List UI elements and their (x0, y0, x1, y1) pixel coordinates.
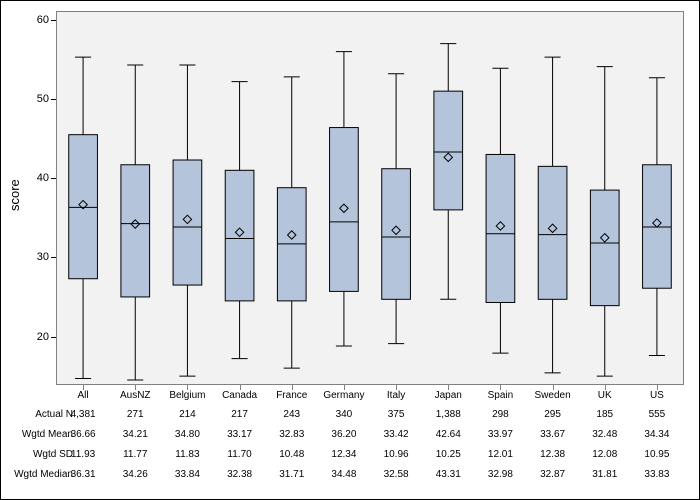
y-tick-mark (51, 20, 56, 21)
y-tick-label: 40 (19, 172, 49, 184)
boxplot-svg (57, 12, 683, 384)
stats-cell: 12.34 (331, 449, 356, 460)
stats-cell: 33.17 (227, 429, 252, 440)
stats-cell: 34.80 (175, 429, 200, 440)
stats-cell: 32.38 (227, 469, 252, 480)
stats-cell: 10.25 (436, 449, 461, 460)
x-tick-mark (500, 385, 501, 390)
stats-cell: 12.08 (592, 449, 617, 460)
x-tick-label: Germany (323, 390, 364, 401)
stats-cell: 42.64 (436, 429, 461, 440)
stats-cell: 243 (283, 409, 300, 420)
chart-area: score 2030405060 AllAusNZBelgiumCanadaFr… (1, 1, 699, 499)
x-tick-mark (292, 385, 293, 390)
x-tick-mark (553, 385, 554, 390)
stats-cell: 11.93 (71, 449, 95, 460)
stats-cell: 33.84 (175, 469, 200, 480)
stats-cell: 36.66 (71, 429, 96, 440)
stats-cell: 36.20 (331, 429, 356, 440)
y-tick-mark (51, 257, 56, 258)
stats-cell: 10.95 (644, 449, 669, 460)
x-tick-mark (605, 385, 606, 390)
stats-row-label: Wgtd Mean (1, 429, 73, 440)
stats-cell: 34.48 (331, 469, 356, 480)
stats-cell: 555 (649, 409, 666, 420)
y-tick-mark (51, 99, 56, 100)
y-tick-label: 20 (19, 331, 49, 343)
x-tick-label: Canada (222, 390, 257, 401)
y-tick-mark (51, 178, 56, 179)
stats-cell: 10.48 (279, 449, 304, 460)
stats-cell: 32.87 (540, 469, 565, 480)
stats-cell: 33.42 (384, 429, 409, 440)
x-tick-mark (344, 385, 345, 390)
stats-cell: 1,388 (436, 409, 461, 420)
stats-cell: 12.01 (488, 449, 513, 460)
x-tick-label: Belgium (169, 390, 205, 401)
x-tick-label: Italy (387, 390, 405, 401)
stats-cell: 33.83 (644, 469, 669, 480)
x-tick-mark (135, 385, 136, 390)
stats-cell: 375 (388, 409, 405, 420)
stats-cell: 298 (492, 409, 509, 420)
stats-cell: 34.21 (123, 429, 148, 440)
x-tick-label: Japan (435, 390, 462, 401)
stats-cell: 33.67 (540, 429, 565, 440)
stats-cell: 10.96 (384, 449, 409, 460)
stats-cell: 31.71 (279, 469, 304, 480)
x-tick-mark (83, 385, 84, 390)
stats-cell: 31.81 (592, 469, 617, 480)
stats-cell: 11.70 (227, 449, 251, 460)
stats-cell: 32.83 (279, 429, 304, 440)
stats-cell: 34.34 (644, 429, 669, 440)
x-tick-mark (448, 385, 449, 390)
x-tick-mark (240, 385, 241, 390)
stats-cell: 33.97 (488, 429, 513, 440)
stats-cell: 4,381 (71, 409, 96, 420)
stats-row: Wgtd SD11.93 11.77 11.83 11.70 10.48 12.34 10.… (1, 449, 699, 467)
stats-cell: 11.83 (175, 449, 199, 460)
x-tick-label: UK (598, 390, 612, 401)
stats-cell: 34.26 (123, 469, 148, 480)
stats-cell: 32.58 (384, 469, 409, 480)
stats-row: Wgtd Mean36.66 34.21 34.80 33.17 32.83 36.20 3… (1, 429, 699, 447)
stats-cell: 340 (336, 409, 353, 420)
plot-region (56, 11, 684, 385)
stats-row-label: Wgtd SD (1, 449, 73, 460)
stats-cell: 36.31 (71, 469, 96, 480)
stats-cell: 11.77 (123, 449, 147, 460)
y-tick-label: 30 (19, 251, 49, 263)
stats-row-label: Actual N (1, 409, 73, 420)
y-tick-label: 50 (19, 93, 49, 105)
stats-cell: 214 (179, 409, 196, 420)
x-tick-label: Spain (488, 390, 514, 401)
stats-cell: 271 (127, 409, 144, 420)
stats-cell: 43.31 (436, 469, 461, 480)
x-tick-mark (187, 385, 188, 390)
stats-cell: 185 (596, 409, 613, 420)
x-tick-label: AusNZ (120, 390, 151, 401)
x-tick-mark (657, 385, 658, 390)
y-tick-mark (51, 337, 56, 338)
stats-cell: 295 (544, 409, 561, 420)
x-tick-label: All (78, 390, 89, 401)
stats-row-label: Wgtd Median (1, 469, 73, 480)
x-tick-label: Sweden (535, 390, 571, 401)
x-tick-label: US (650, 390, 664, 401)
stats-cell: 217 (231, 409, 248, 420)
stats-row: Wgtd Median36.31 34.26 33.84 32.38 31.71 34.4… (1, 469, 699, 487)
x-tick-label: France (276, 390, 307, 401)
stats-row: Actual N4,381 271 214 217 243 340 375 1,388 298 2… (1, 409, 699, 427)
stats-cell: 32.48 (592, 429, 617, 440)
stats-cell: 12.38 (540, 449, 565, 460)
chart-frame: score 2030405060 AllAusNZBelgiumCanadaFr… (0, 0, 700, 500)
y-tick-label: 60 (19, 14, 49, 26)
stats-cell: 32.98 (488, 469, 513, 480)
x-tick-mark (396, 385, 397, 390)
